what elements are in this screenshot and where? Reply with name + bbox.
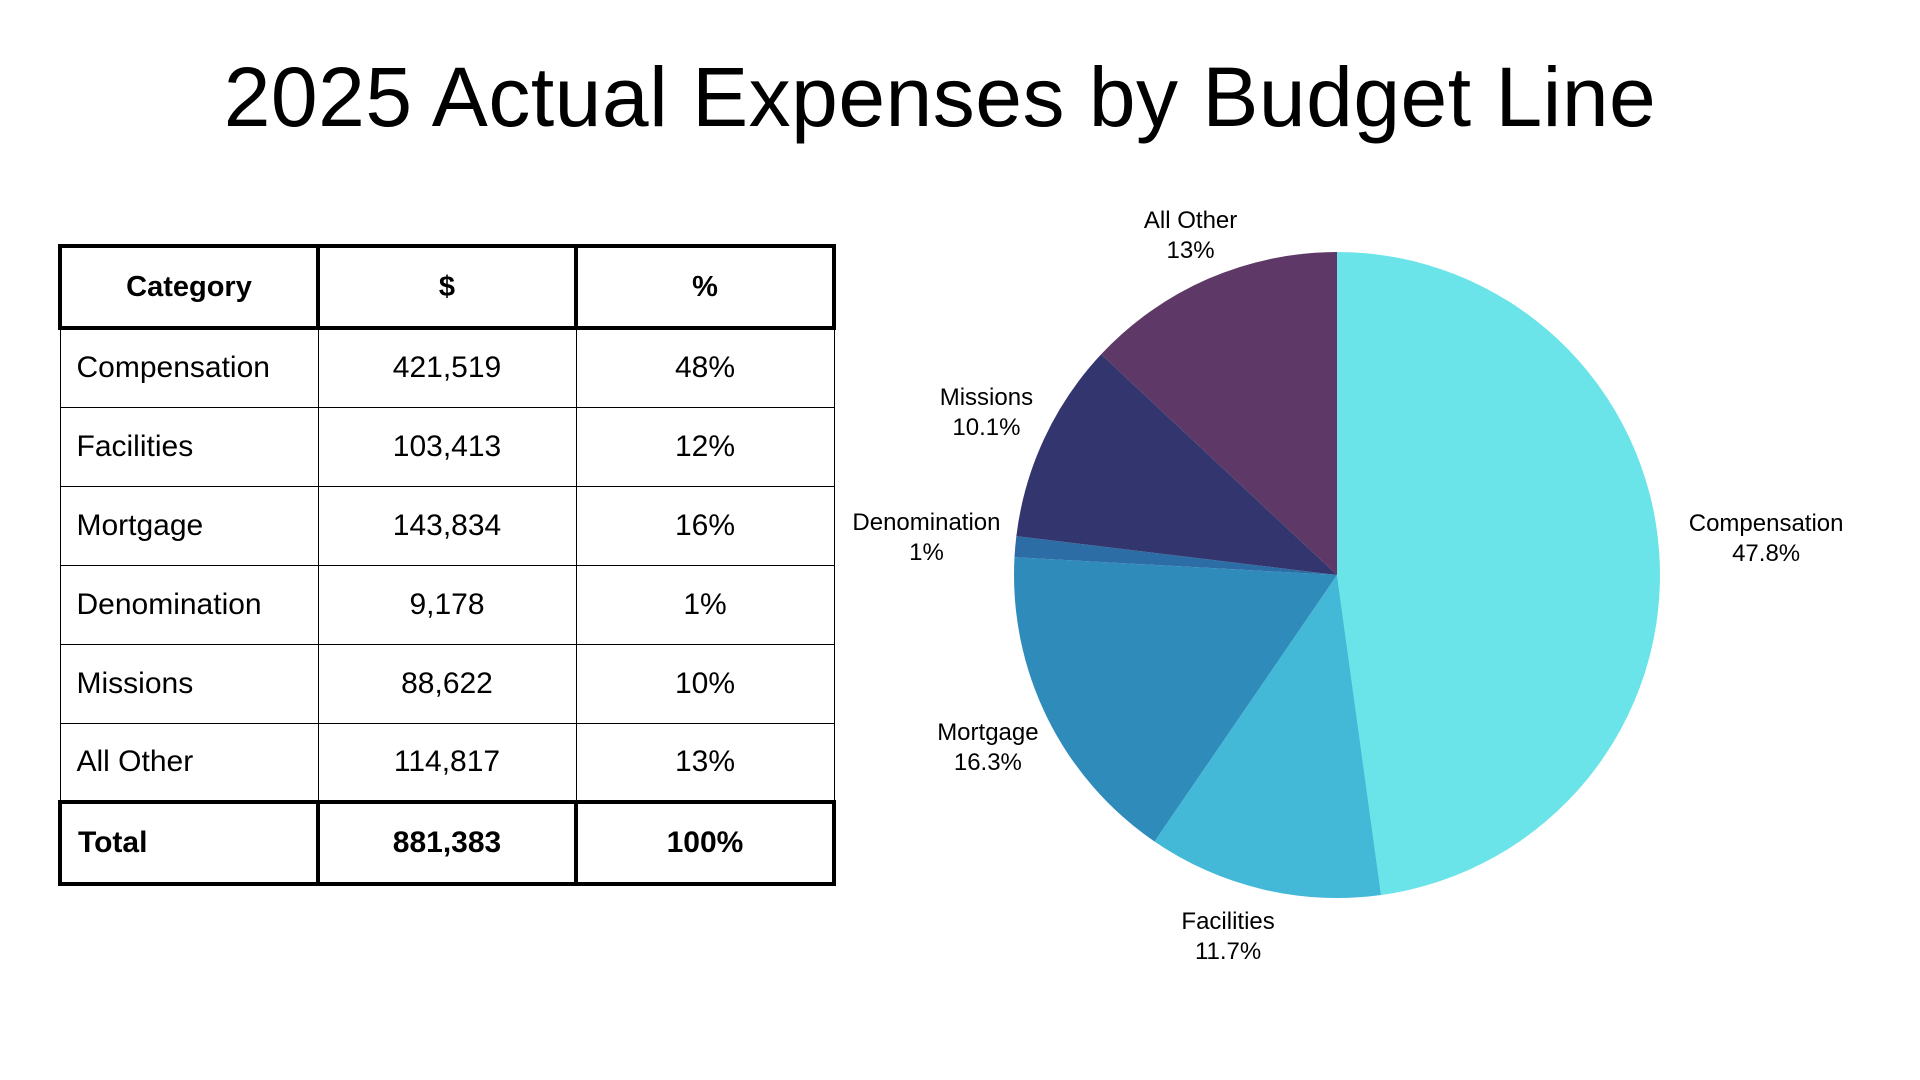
header-percent: % [574,244,836,330]
table-header-row: Category $ % [58,244,836,330]
pie-label-percent: 16.3% [954,749,1022,776]
row-percent: 48% [575,327,835,408]
row-category: Facilities [59,406,319,487]
pie-slices [1013,251,1660,898]
pie-label-denomination: Denomination 1% [852,509,1000,566]
pie-label-name: Facilities [1181,908,1274,935]
table-row: Compensation 421,519 48% [59,327,835,408]
row-percent: 13% [575,722,835,803]
pie-label-percent: 10.1% [952,414,1020,441]
row-percent: 1% [575,564,835,645]
row-percent: 10% [575,643,835,724]
row-amount: 114,817 [317,722,577,803]
pie-label-compensation: Compensation 47.8% [1689,510,1844,567]
row-amount: 421,519 [317,327,577,408]
header-category: Category [58,244,320,330]
pie-label-name: Compensation [1689,510,1844,537]
pie-label-name: Mortgage [937,719,1038,746]
pie-label-percent: 1% [909,539,944,566]
pie-slice-compensation [1337,252,1660,895]
pie-label-mortgage: Mortgage 16.3% [937,719,1038,776]
total-amount: 881,383 [316,800,578,886]
row-amount: 9,178 [317,564,577,645]
pie-slice-denomination [1014,536,1337,575]
pie-label-percent: 13% [1167,237,1215,264]
table-row: Mortgage 143,834 16% [59,485,835,566]
pie-label-all-other: All Other 13% [1144,207,1237,264]
row-category: All Other [59,722,319,803]
pie-slice-all-other [1101,251,1337,575]
table-row: Missions 88,622 10% [59,643,835,724]
table-row: Facilities 103,413 12% [59,406,835,487]
pie-label-percent: 11.7% [1195,938,1261,965]
pie-slice-facilities [1154,575,1382,898]
pie-label-facilities: Facilities 11.7% [1181,908,1274,965]
total-category: Total [58,800,320,886]
table-row: Denomination 9,178 1% [59,564,835,645]
pie-label-name: Missions [940,384,1033,411]
pie-label-name: All Other [1144,207,1237,234]
table-row: All Other 114,817 13% [59,722,835,803]
total-percent: 100% [574,800,836,886]
row-category: Mortgage [59,485,319,566]
row-percent: 16% [575,485,835,566]
pie-slice-missions [1016,354,1337,575]
table-total-row: Total 881,383 100% [58,800,836,886]
pie-label-percent: 47.8% [1732,540,1800,567]
row-category: Denomination [59,564,319,645]
page-title: 2025 Actual Expenses by Budget Line [223,50,1657,144]
row-amount: 143,834 [317,485,577,566]
pie-label-missions: Missions 10.1% [940,384,1033,441]
pie-label-name: Denomination [852,509,1000,536]
expenses-table: Category $ % Compensation 421,519 48% Fa… [58,244,836,886]
pie-labels: Compensation 47.8% Facilities 11.7% Mortgage… [852,207,1843,965]
header-amount: $ [316,244,578,330]
row-amount: 103,413 [317,406,577,487]
pie-slice-mortgage [1013,557,1337,842]
row-category: Missions [59,643,319,724]
